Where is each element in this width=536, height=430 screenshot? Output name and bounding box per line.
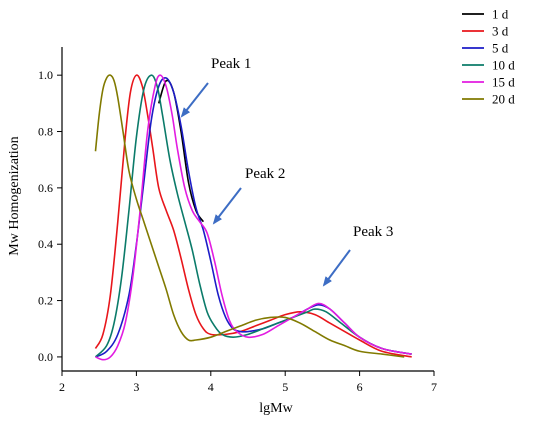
annotation-peak-1-label: Peak 1 xyxy=(211,56,251,72)
y-tick-label: 0.8 xyxy=(38,125,53,139)
annotation-peak-3-label: Peak 3 xyxy=(353,224,393,240)
y-tick-label: 0.6 xyxy=(38,181,53,195)
x-tick-label: 5 xyxy=(282,380,288,394)
annotation-peak-2-label: Peak 2 xyxy=(245,166,285,182)
y-tick-label: 0.2 xyxy=(38,294,53,308)
series-line-1d xyxy=(157,79,205,223)
series-group xyxy=(94,74,412,361)
x-tick-label: 3 xyxy=(133,380,139,394)
y-axis-title: Mw Homogenization xyxy=(7,136,22,255)
x-tick-label: 4 xyxy=(208,380,214,394)
series-line-15d xyxy=(95,74,412,361)
x-tick-label: 6 xyxy=(357,380,363,394)
annotation-peak-3-arrow xyxy=(322,249,351,287)
series-line-5d xyxy=(95,77,412,358)
x-tick-label: 7 xyxy=(431,380,437,394)
series-line-20d xyxy=(94,74,405,358)
legend-label-15d: 15 d xyxy=(492,75,515,90)
series-line-3d xyxy=(94,74,412,358)
legend-label-5d: 5 d xyxy=(492,41,509,56)
series-line-10d xyxy=(94,74,412,358)
legend-label-1d: 1 d xyxy=(492,7,509,22)
y-tick-label: 0.4 xyxy=(38,237,53,251)
legend-label-10d: 10 d xyxy=(492,58,515,73)
annotation-peak-1-arrow xyxy=(180,82,209,118)
annotations: Peak 1 Peak 2 Peak 3 xyxy=(180,56,393,287)
y-tick-label: 0.0 xyxy=(38,350,53,364)
annotation-peak-2-arrow xyxy=(212,187,242,225)
legend: 1 d 3 d 5 d 10 d 15 d 20 d xyxy=(462,7,515,107)
legend-label-3d: 3 d xyxy=(492,24,509,39)
y-ticks: 0.0 0.2 0.4 0.6 0.8 1.0 xyxy=(38,68,62,364)
x-tick-label: 2 xyxy=(59,380,65,394)
axes: 2 3 4 5 6 7 0.0 0.2 0.4 0.6 0.8 1.0 xyxy=(38,47,437,394)
x-axis-title: lgMw xyxy=(259,401,293,416)
y-tick-label: 1.0 xyxy=(38,68,53,82)
legend-label-20d: 20 d xyxy=(492,92,515,107)
x-ticks: 2 3 4 5 6 7 xyxy=(59,371,437,394)
